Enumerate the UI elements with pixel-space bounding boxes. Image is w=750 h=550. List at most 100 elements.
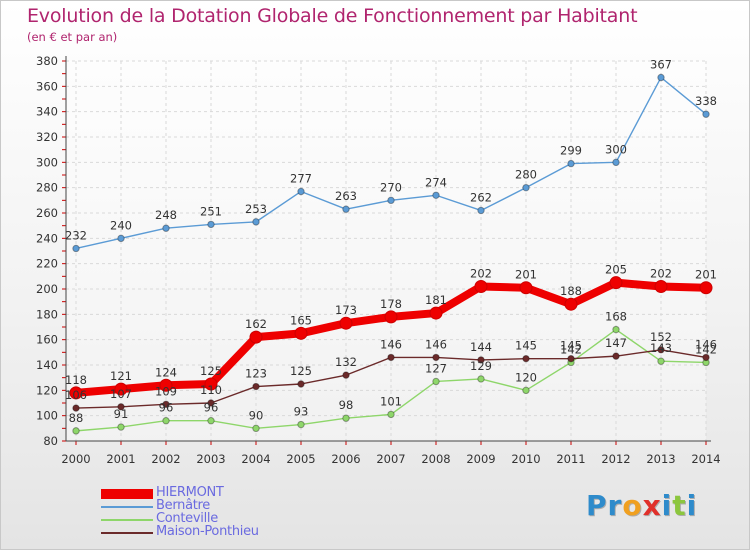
- data-point: [294, 326, 308, 340]
- y-tick-label: 260: [36, 206, 58, 220]
- data-point: [69, 386, 83, 400]
- data-label: 280: [515, 168, 537, 182]
- y-tick-label: 340: [36, 105, 58, 119]
- data-point: [522, 183, 530, 192]
- data-point: [522, 354, 530, 363]
- data-point: [432, 191, 440, 199]
- data-point: [297, 380, 305, 388]
- data-point: [342, 414, 350, 422]
- data-label: 178: [380, 297, 402, 311]
- data-point: [117, 234, 125, 243]
- data-label: 300: [605, 142, 627, 156]
- data-label: 129: [470, 359, 492, 373]
- data-label: 165: [290, 313, 312, 327]
- data-label: 201: [695, 268, 717, 282]
- data-label: 274: [425, 175, 447, 189]
- logo-letter: P: [586, 489, 608, 522]
- data-label: 142: [695, 342, 717, 356]
- legend-swatch: [101, 488, 153, 499]
- data-point: [207, 417, 215, 425]
- data-point: [114, 382, 128, 396]
- data-label: 110: [200, 383, 222, 397]
- data-label: 173: [335, 303, 357, 317]
- data-point: [477, 206, 485, 215]
- x-tick-label: 2011: [556, 452, 585, 466]
- data-point: [432, 353, 440, 362]
- data-label: 253: [245, 202, 267, 216]
- data-point: [207, 220, 215, 229]
- data-label: 106: [65, 388, 87, 402]
- data-point: [384, 310, 398, 324]
- data-point: [522, 386, 530, 395]
- data-point: [612, 352, 620, 360]
- data-label: 251: [200, 204, 222, 218]
- data-label: 143: [650, 341, 672, 355]
- chart-title: Evolution de la Dotation Globale de Fonc…: [27, 5, 638, 27]
- data-label: 232: [65, 228, 87, 242]
- x-tick-label: 2006: [331, 452, 360, 466]
- y-tick-label: 140: [36, 358, 58, 372]
- logo-letter: o: [622, 489, 643, 522]
- logo-letter: i: [661, 489, 673, 522]
- data-label: 118: [65, 373, 87, 387]
- x-tick-label: 2003: [196, 452, 225, 466]
- data-point: [654, 279, 668, 293]
- y-tick-label: 160: [36, 333, 58, 347]
- chart-subtitle: (en € et par an): [27, 30, 118, 44]
- data-label: 88: [69, 411, 84, 425]
- y-tick-label: 280: [36, 181, 58, 195]
- y-tick-label: 200: [36, 282, 58, 296]
- data-point: [387, 196, 395, 205]
- data-label: 299: [560, 144, 582, 158]
- data-point: [339, 316, 353, 330]
- data-label: 145: [515, 339, 537, 353]
- data-point: [72, 244, 80, 253]
- data-label: 144: [470, 340, 492, 354]
- y-tick-label: 240: [36, 231, 58, 245]
- y-tick-label: 300: [36, 155, 58, 169]
- y-tick-label: 360: [36, 79, 58, 93]
- data-point: [477, 356, 485, 364]
- data-label: 142: [560, 342, 582, 356]
- logo-letter: r: [607, 489, 623, 522]
- data-label: 188: [560, 284, 582, 298]
- data-point: [519, 281, 533, 295]
- x-tick-label: 2013: [646, 452, 675, 466]
- data-point: [342, 205, 350, 213]
- data-point: [162, 417, 170, 425]
- y-tick-label: 100: [36, 409, 58, 423]
- data-point: [564, 297, 578, 311]
- legend-swatch: [101, 505, 153, 508]
- x-tick-label: 2001: [106, 452, 135, 466]
- data-label: 338: [695, 94, 717, 108]
- x-tick-label: 2002: [151, 452, 180, 466]
- data-point: [72, 427, 80, 435]
- legend-label: Conteville: [156, 511, 218, 526]
- data-point: [612, 325, 620, 334]
- data-point: [252, 424, 260, 433]
- data-label: 123: [245, 367, 267, 381]
- data-label: 367: [650, 57, 672, 71]
- logo-letter: i: [686, 489, 698, 522]
- y-tick-label: 80: [43, 434, 58, 448]
- x-tick-label: 2014: [691, 452, 720, 466]
- data-point: [699, 281, 713, 295]
- y-tick-label: 220: [36, 257, 58, 271]
- data-label: 248: [155, 208, 177, 222]
- data-label: 132: [335, 355, 357, 369]
- data-label: 107: [110, 387, 132, 401]
- data-point: [162, 400, 170, 408]
- data-label: 96: [159, 401, 174, 415]
- data-point: [567, 159, 575, 168]
- x-tick-label: 2008: [421, 452, 450, 466]
- data-point: [297, 420, 305, 429]
- plot-area: [66, 61, 706, 441]
- legend-label: HIERMONT: [156, 485, 224, 500]
- y-tick-label: 120: [36, 383, 58, 397]
- data-point: [567, 354, 575, 363]
- data-label: 146: [695, 337, 717, 351]
- y-tick-label: 380: [36, 54, 58, 68]
- y-tick-label: 180: [36, 307, 58, 321]
